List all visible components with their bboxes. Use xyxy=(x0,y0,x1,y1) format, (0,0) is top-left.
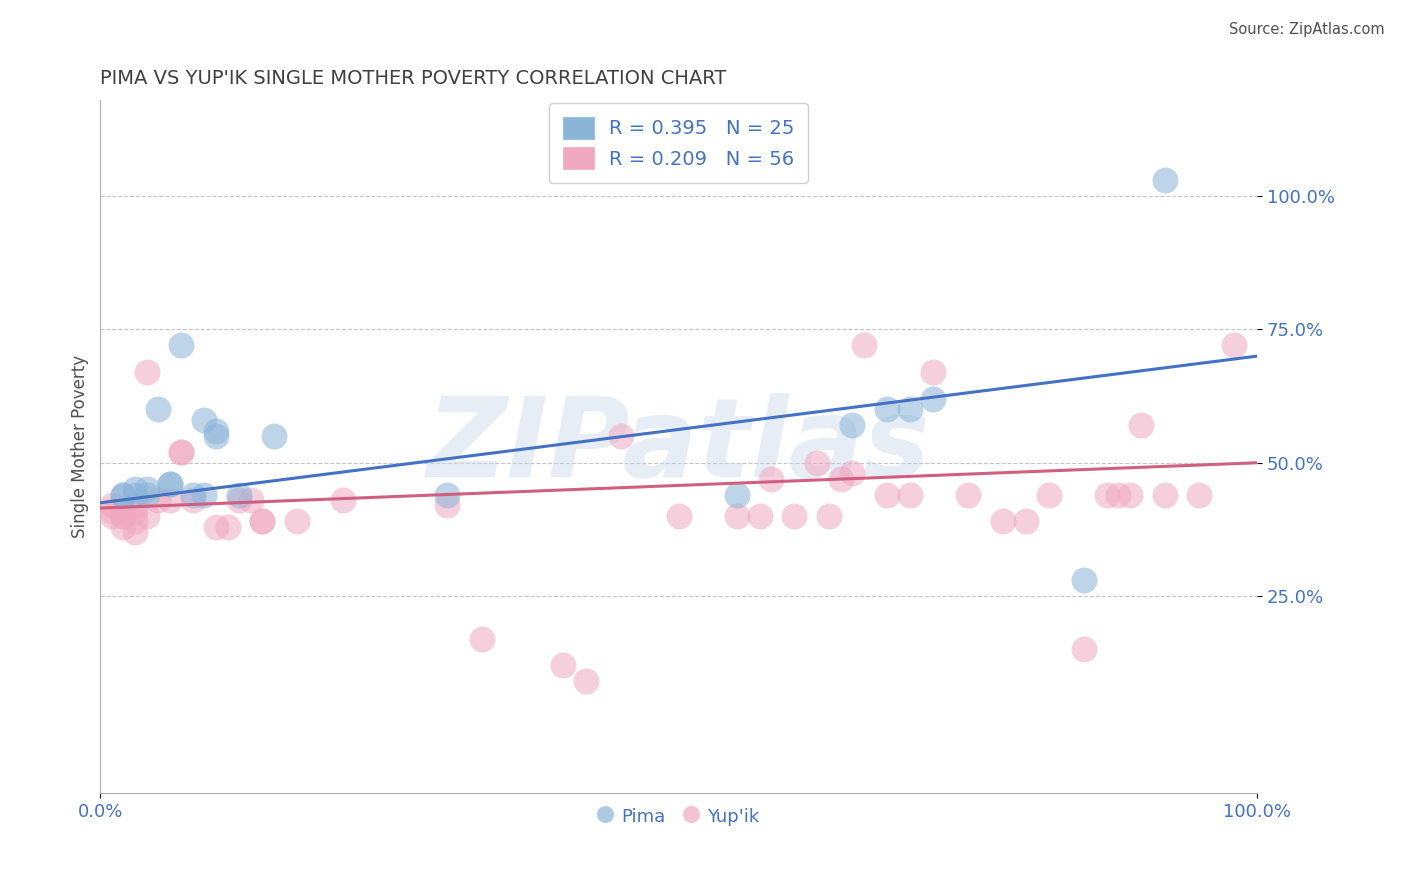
Point xyxy=(124,488,146,502)
Point xyxy=(956,488,979,502)
Text: PIMA VS YUP'IK SINGLE MOTHER POVERTY CORRELATION CHART: PIMA VS YUP'IK SINGLE MOTHER POVERTY COR… xyxy=(100,69,727,87)
Point xyxy=(205,520,228,534)
Point xyxy=(135,488,157,502)
Point xyxy=(783,509,806,524)
Text: Source: ZipAtlas.com: Source: ZipAtlas.com xyxy=(1229,22,1385,37)
Point xyxy=(263,429,285,443)
Point xyxy=(471,632,494,646)
Point xyxy=(436,499,458,513)
Point xyxy=(1188,488,1211,502)
Point xyxy=(112,488,135,502)
Point xyxy=(239,493,262,508)
Point xyxy=(761,472,783,486)
Point xyxy=(148,493,170,508)
Point xyxy=(159,477,181,491)
Point xyxy=(170,445,193,459)
Point xyxy=(841,418,863,433)
Text: ZIPatlas: ZIPatlas xyxy=(427,393,931,500)
Point xyxy=(252,515,274,529)
Point xyxy=(1130,418,1153,433)
Point xyxy=(228,488,250,502)
Y-axis label: Single Mother Poverty: Single Mother Poverty xyxy=(72,355,89,539)
Point xyxy=(898,488,921,502)
Point xyxy=(217,520,239,534)
Point xyxy=(841,467,863,481)
Legend: Pima, Yup'ik: Pima, Yup'ik xyxy=(591,800,766,833)
Point xyxy=(112,488,135,502)
Point xyxy=(101,499,124,513)
Point xyxy=(806,456,828,470)
Point xyxy=(852,338,875,352)
Point xyxy=(101,509,124,524)
Point xyxy=(124,504,146,518)
Point xyxy=(112,520,135,534)
Point xyxy=(830,472,852,486)
Point xyxy=(818,509,841,524)
Point xyxy=(1038,488,1060,502)
Point xyxy=(181,488,204,502)
Point xyxy=(112,509,135,524)
Point xyxy=(725,488,748,502)
Point xyxy=(124,483,146,497)
Point xyxy=(668,509,690,524)
Point xyxy=(610,429,633,443)
Point xyxy=(876,402,898,417)
Point xyxy=(922,392,945,406)
Point xyxy=(252,515,274,529)
Point xyxy=(124,515,146,529)
Point xyxy=(170,338,193,352)
Point xyxy=(725,509,748,524)
Point xyxy=(112,504,135,518)
Point xyxy=(1107,488,1129,502)
Point xyxy=(193,413,215,427)
Point xyxy=(135,509,157,524)
Point xyxy=(124,499,146,513)
Point xyxy=(170,445,193,459)
Point xyxy=(1073,573,1095,587)
Point xyxy=(228,493,250,508)
Point xyxy=(991,515,1014,529)
Point xyxy=(205,424,228,438)
Point xyxy=(159,477,181,491)
Point xyxy=(135,483,157,497)
Point xyxy=(876,488,898,502)
Point xyxy=(1223,338,1246,352)
Point xyxy=(1073,642,1095,657)
Point xyxy=(193,488,215,502)
Point xyxy=(1153,488,1175,502)
Point xyxy=(124,525,146,540)
Point xyxy=(135,365,157,379)
Point xyxy=(285,515,308,529)
Point xyxy=(748,509,770,524)
Point xyxy=(112,509,135,524)
Point xyxy=(551,658,574,673)
Point xyxy=(898,402,921,417)
Point xyxy=(205,429,228,443)
Point xyxy=(159,493,181,508)
Point xyxy=(332,493,354,508)
Point xyxy=(101,504,124,518)
Point xyxy=(1119,488,1142,502)
Point xyxy=(922,365,945,379)
Point xyxy=(1015,515,1038,529)
Point xyxy=(575,674,598,689)
Point xyxy=(1095,488,1118,502)
Point xyxy=(148,402,170,417)
Point xyxy=(436,488,458,502)
Point xyxy=(181,493,204,508)
Point xyxy=(1153,173,1175,187)
